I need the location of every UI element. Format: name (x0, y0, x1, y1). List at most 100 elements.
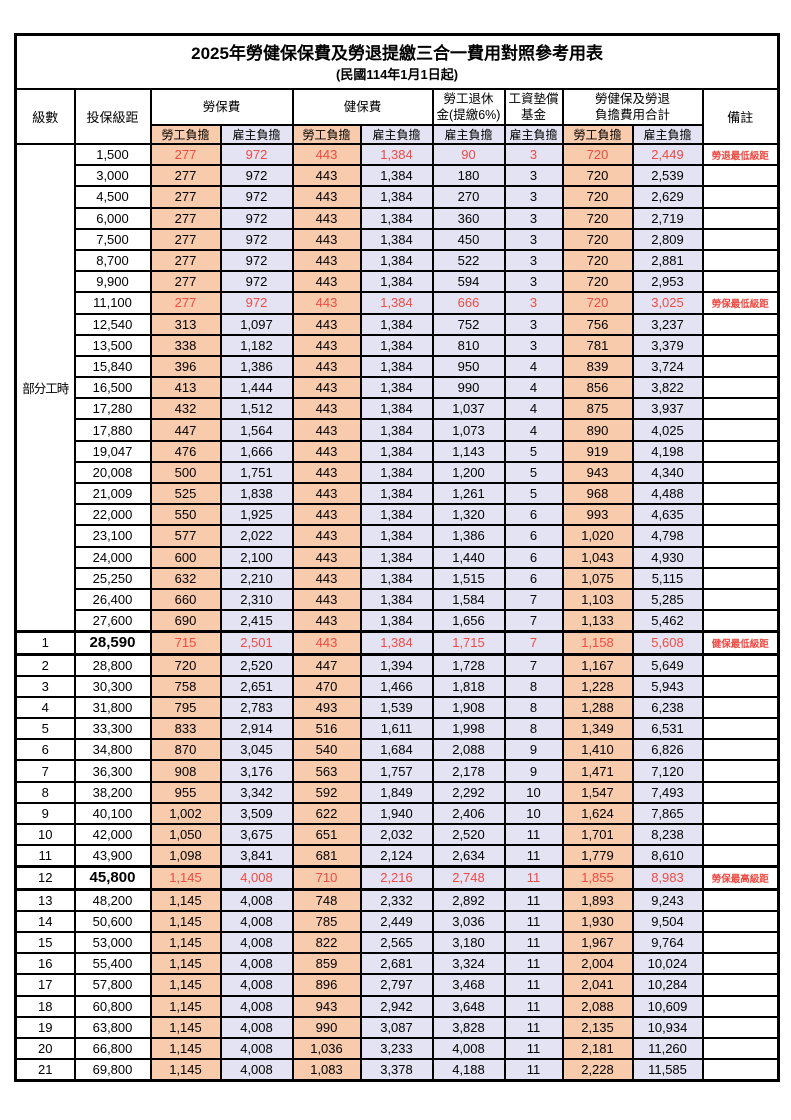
value-cell: 413 (149, 376, 222, 400)
table-row: 27,600 690 2,415 443 1,384 1,656 7 1,133 5,462 (16, 609, 780, 633)
value-cell: 1,998 (431, 717, 506, 741)
value-cell: 4,008 (219, 1036, 294, 1061)
value-cell: 3 (503, 270, 564, 294)
value-cell: 5 (503, 460, 564, 485)
table-row: 22,000 550 1,925 443 1,384 1,320 6 993 4,635 (16, 503, 780, 527)
value-cell: 690 (149, 609, 222, 633)
value-cell: 4,198 (631, 439, 704, 463)
remark-cell (701, 206, 780, 230)
value-cell: 313 (149, 312, 222, 336)
table-row: 21 69,800 1,145 4,008 1,083 3,378 4,188 11 2,228… (14, 1058, 780, 1082)
value-cell: 4 (503, 376, 564, 400)
table-row: 10 42,000 1,050 3,675 651 2,032 2,520 11 1,701 8,… (14, 822, 780, 847)
value-cell: 4 (503, 397, 564, 421)
value-cell: 396 (149, 354, 222, 379)
bracket-cell: 16,500 (73, 376, 152, 400)
value-cell: 2,181 (561, 1036, 634, 1061)
value-cell: 2,310 (219, 587, 294, 612)
value-cell: 4,008 (219, 952, 294, 976)
value-cell: 7 (503, 630, 564, 656)
level-cell: 11 (14, 844, 76, 868)
level-cell: 12 (14, 865, 76, 891)
value-cell: 594 (431, 270, 506, 294)
value-cell: 1,893 (561, 888, 634, 912)
table-row: 12 45,800 1,145 4,008 710 2,216 2,748 11 1,855 8,… (14, 865, 780, 891)
table-row: 17 57,800 1,145 4,008 896 2,797 3,468 11 2,041 10… (14, 973, 780, 997)
bracket-cell: 53,000 (73, 930, 152, 955)
value-cell: 972 (219, 270, 294, 294)
value-cell: 443 (291, 227, 362, 251)
bracket-cell: 42,000 (73, 822, 152, 847)
value-cell: 277 (149, 142, 222, 167)
value-cell: 600 (149, 545, 222, 569)
value-cell: 443 (291, 248, 362, 273)
value-cell: 11 (503, 822, 564, 847)
value-cell: 1,158 (561, 630, 634, 656)
group-label: 健保費 (343, 99, 382, 114)
level-cell: 1 (14, 630, 76, 656)
value-cell: 748 (291, 888, 362, 912)
value-cell: 443 (291, 376, 362, 400)
col-group-health-insurance: 健保費 (291, 88, 434, 126)
value-cell: 1,200 (431, 460, 506, 485)
page-subtitle: (民國114年1月1日起) (336, 66, 459, 82)
bracket-cell: 66,800 (73, 1036, 152, 1061)
value-cell: 2,100 (219, 545, 294, 569)
level-cell: 7 (14, 759, 76, 783)
remark-cell (701, 376, 780, 400)
remark-cell (701, 481, 780, 506)
value-cell: 622 (291, 801, 362, 826)
table-row: 1 28,590 715 2,501 443 1,384 1,715 7 1,158 5,608 健… (14, 630, 780, 656)
value-cell: 4,008 (219, 973, 294, 997)
value-cell: 2,719 (631, 206, 704, 230)
bracket-cell: 19,047 (73, 439, 152, 463)
value-cell: 470 (291, 674, 362, 698)
remark-cell (701, 888, 780, 912)
value-cell: 1,547 (561, 780, 634, 804)
remark-cell (701, 994, 780, 1018)
value-cell: 443 (291, 545, 362, 569)
value-cell: 1,394 (359, 653, 434, 677)
value-cell: 525 (149, 481, 222, 506)
value-cell: 1,145 (149, 909, 222, 933)
bracket-cell: 36,300 (73, 759, 152, 783)
value-cell: 5,115 (631, 566, 704, 590)
value-cell: 1,584 (431, 587, 506, 612)
value-cell: 5,608 (631, 630, 704, 656)
value-cell: 896 (291, 973, 362, 997)
value-cell: 3 (503, 312, 564, 336)
subcol-labor-worker: 勞工負擔 (149, 124, 222, 145)
bracket-cell: 1,500 (73, 142, 152, 167)
table-row: 11,100 277 972 443 1,384 666 3 720 3,025 勞保最低級距 (16, 291, 780, 315)
bracket-cell: 60,800 (73, 994, 152, 1018)
value-cell: 2,210 (219, 566, 294, 590)
bracket-cell: 8,700 (73, 248, 152, 273)
value-cell: 6 (503, 503, 564, 527)
value-cell: 1,384 (359, 270, 434, 294)
table-row: 23,100 577 2,022 443 1,384 1,386 6 1,020 4,798 (16, 524, 780, 548)
table-row: 13 48,200 1,145 4,008 748 2,332 2,892 11 1,893 9,… (14, 888, 780, 912)
value-cell: 1,384 (359, 354, 434, 379)
value-cell: 8 (503, 717, 564, 741)
table-row: 8 38,200 955 3,342 592 1,849 2,292 10 1,547 7,493 (14, 780, 780, 804)
value-cell: 822 (291, 930, 362, 955)
value-cell: 3 (503, 291, 564, 315)
value-cell: 943 (291, 994, 362, 1018)
value-cell: 1,564 (219, 418, 294, 442)
value-cell: 3 (503, 185, 564, 209)
value-cell: 660 (149, 587, 222, 612)
remark-cell: 勞保最低級距 (701, 291, 780, 315)
value-cell: 5,943 (631, 674, 704, 698)
value-cell: 1,779 (561, 844, 634, 868)
value-cell: 3,342 (219, 780, 294, 804)
value-cell: 2,332 (359, 888, 434, 912)
bracket-cell: 48,200 (73, 888, 152, 912)
value-cell: 1,624 (561, 801, 634, 826)
value-cell: 1,384 (359, 630, 434, 656)
value-cell: 2,022 (219, 524, 294, 548)
value-cell: 1,145 (149, 973, 222, 997)
value-cell: 720 (561, 270, 634, 294)
subcol-labor-employer: 雇主負擔 (219, 124, 294, 145)
value-cell: 1,930 (561, 909, 634, 933)
level-cell: 3 (14, 674, 76, 698)
